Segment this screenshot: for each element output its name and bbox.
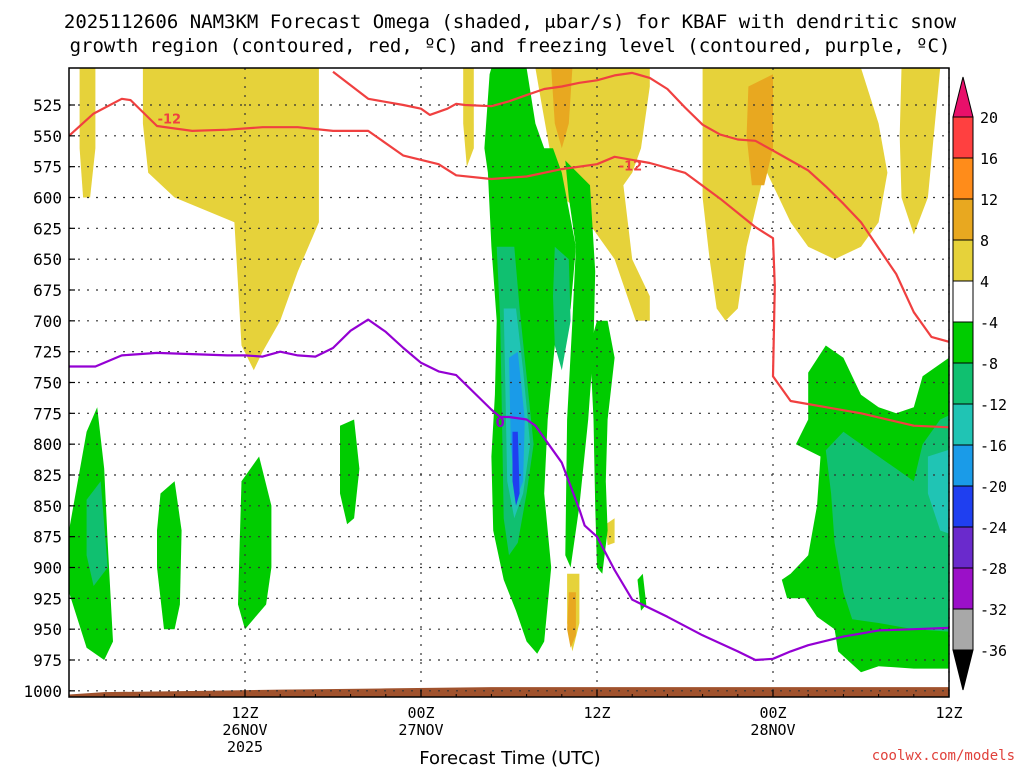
colorbar-swatch <box>952 116 974 159</box>
x-tick-label: 26NOV <box>222 721 267 739</box>
omega-region-pos4 <box>463 68 474 167</box>
omega-region-pos4 <box>899 68 941 235</box>
x-tick-label: 00Z <box>407 704 434 722</box>
y-tick-label: 750 <box>33 374 62 393</box>
omega-region-neg4 <box>637 573 647 611</box>
y-tick-label: 575 <box>33 158 62 177</box>
colorbar-swatch <box>952 444 974 487</box>
omega-region-neg8 <box>553 246 571 371</box>
y-axis-ticks: 525 550 575 600 625 650 675 700 725 750 775 800 825 8… <box>23 96 75 701</box>
colorbar-level-label: -36 <box>980 642 1007 660</box>
colorbar-swatch <box>952 526 974 569</box>
x-tick-label: 12Z <box>935 704 962 722</box>
colorbar-swatch <box>952 362 974 405</box>
colorbar-level-label: 8 <box>980 232 989 250</box>
y-tick-label: 700 <box>33 312 62 331</box>
colorbar-swatch <box>952 608 974 651</box>
x-axis-title: Forecast Time (UTC) <box>419 748 600 768</box>
colorbar-bottom-arrow <box>952 649 974 691</box>
chart-title-line2: growth region (contoured, red, ºC) and f… <box>70 35 951 57</box>
omega-region-pos8 <box>746 74 773 186</box>
colorbar-swatch <box>952 485 974 528</box>
y-tick-label: 850 <box>33 497 62 516</box>
y-tick-label: 775 <box>33 404 62 423</box>
chart-title-line1: 2025112606 NAM3KM Forecast Omega (shaded… <box>64 11 957 33</box>
colorbar-swatch <box>952 321 974 364</box>
contour-freezing-level <box>69 318 949 662</box>
y-tick-label: 550 <box>33 127 62 146</box>
y-tick-label: 650 <box>33 250 62 269</box>
colorbar-level-label: -24 <box>980 519 1007 537</box>
colorbar-swatch <box>952 567 974 610</box>
omega-shading <box>69 68 949 697</box>
y-tick-label: 900 <box>33 559 62 578</box>
colorbar-level-label: -20 <box>980 478 1007 496</box>
ground-strip <box>69 687 949 697</box>
contour-dgz-minus12 <box>69 97 949 429</box>
y-tick-label: 825 <box>33 466 62 485</box>
colorbar-swatch <box>952 280 974 323</box>
x-tick-label: 00Z <box>759 704 786 722</box>
omega-region-neg8 <box>86 481 108 586</box>
omega-region-neg4 <box>157 481 182 630</box>
omega-region-neg4 <box>565 160 596 568</box>
x-tick-label: 12Z <box>231 704 258 722</box>
y-tick-label: 600 <box>33 189 62 208</box>
omega-region-neg4 <box>590 320 615 574</box>
omega-region-pos4 <box>79 68 96 198</box>
x-tick-label: 12Z <box>583 704 610 722</box>
colorbar-level-label: -8 <box>980 355 998 373</box>
colorbar-swatch <box>952 239 974 282</box>
omega-region-neg4 <box>238 456 272 630</box>
plot-area: -12 -12 0 <box>68 67 950 698</box>
colorbar-level-label: 4 <box>980 273 989 291</box>
colorbar: 20 16 12 8 4 -4 -8 -12 -16 -20 -24 -28 -32 -36 <box>952 76 1007 691</box>
x-tick-label: 27NOV <box>398 721 443 739</box>
colorbar-level-label: -12 <box>980 396 1007 414</box>
omega-region-neg8 <box>825 415 949 632</box>
y-tick-label: 725 <box>33 343 62 362</box>
colorbar-level-label: -16 <box>980 437 1007 455</box>
colorbar-level-label: -4 <box>980 314 998 332</box>
credit-text: coolwx.com/models <box>872 748 1015 764</box>
contour-labels: -12 -12 0 <box>158 113 643 431</box>
contour-dgz-minus12 <box>332 70 949 343</box>
y-tick-label: 625 <box>33 219 62 238</box>
omega-region-neg12 <box>927 449 949 534</box>
colorbar-swatch <box>952 157 974 200</box>
x-tick-label: 2025 <box>227 738 263 756</box>
contour-label: -12 <box>619 159 643 174</box>
colorbar-swatch <box>952 403 974 446</box>
colorbar-level-label: 12 <box>980 191 998 209</box>
contour-lines <box>69 70 949 662</box>
y-tick-label: 525 <box>33 96 62 115</box>
y-tick-label: 1000 <box>23 682 62 701</box>
colorbar-level-label: -28 <box>980 560 1007 578</box>
omega-region-neg20 <box>512 431 520 506</box>
colorbar-swatch <box>952 198 974 241</box>
omega-region-pos8 <box>567 592 576 648</box>
omega-region-pos4 <box>605 518 615 546</box>
colorbar-level-label: 16 <box>980 150 998 168</box>
omega-region-pos4 <box>142 68 319 371</box>
colorbar-top-arrow <box>952 76 974 118</box>
y-tick-label: 975 <box>33 651 62 670</box>
y-tick-label: 675 <box>33 281 62 300</box>
x-tick-label: 28NOV <box>750 721 795 739</box>
y-tick-label: 950 <box>33 620 62 639</box>
contour-label: 0 <box>496 416 505 431</box>
colorbar-level-label: 20 <box>980 109 998 127</box>
omega-region-neg4 <box>340 419 360 525</box>
y-tick-label: 800 <box>33 435 62 454</box>
colorbar-level-label: -32 <box>980 601 1007 619</box>
y-tick-label: 925 <box>33 589 62 608</box>
y-tick-label: 875 <box>33 528 62 547</box>
contour-label: -12 <box>158 113 182 128</box>
